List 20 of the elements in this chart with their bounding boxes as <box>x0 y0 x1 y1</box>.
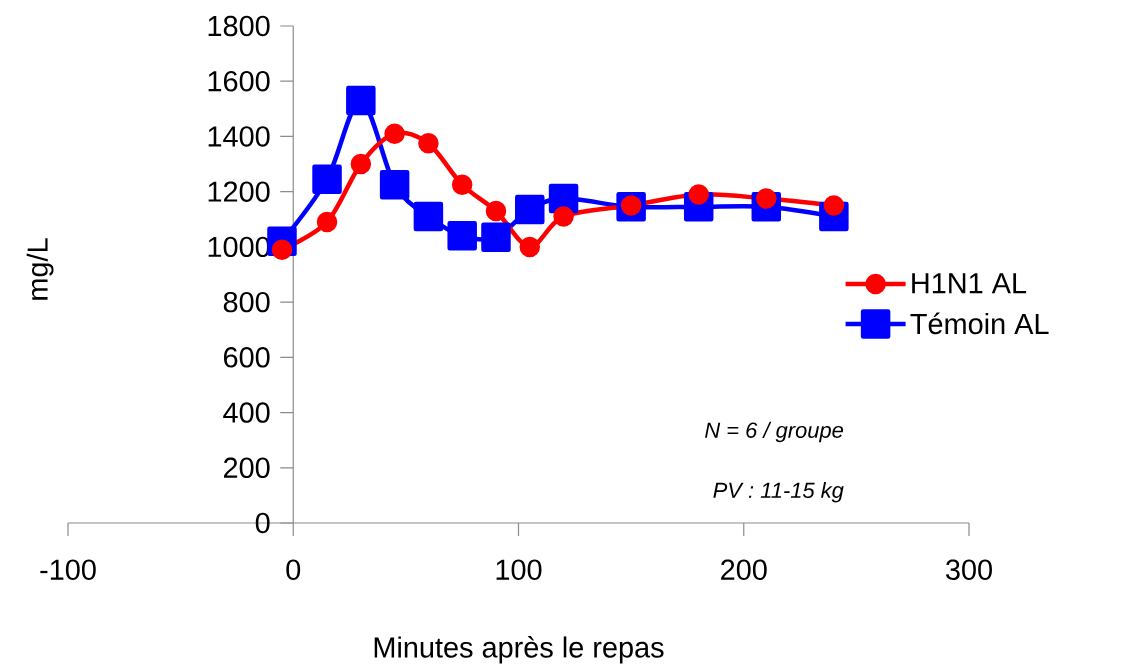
y-tick-label: 1600 <box>208 70 270 92</box>
x-tick-label: 200 <box>721 559 767 580</box>
annotation: N = 6 / groupe <box>705 421 844 443</box>
legend-label: Témoin AL <box>910 312 1049 335</box>
x-tick-label: 0 <box>286 559 301 580</box>
y-tick-label: 0 <box>255 512 270 534</box>
y-tick-label: 1400 <box>208 126 270 147</box>
x-axis-title: Minutes après le repas <box>374 636 664 664</box>
x-tick-label: 100 <box>496 559 542 580</box>
y-tick-label: 1800 <box>208 15 270 37</box>
y-tick-label: 800 <box>223 291 270 313</box>
y-tick-label: 400 <box>223 402 270 423</box>
x-tick-label: 300 <box>946 559 992 580</box>
y-tick-label: 1200 <box>208 181 270 202</box>
y-tick-label: 600 <box>224 347 270 368</box>
annotation: PV : 11-15 kg <box>713 481 844 503</box>
y-tick-label: 200 <box>223 457 270 478</box>
y-axis-title: mg/L <box>26 238 54 300</box>
x-tick-label: -100 <box>40 559 96 580</box>
legend-label: H1N1 AL <box>912 273 1027 294</box>
